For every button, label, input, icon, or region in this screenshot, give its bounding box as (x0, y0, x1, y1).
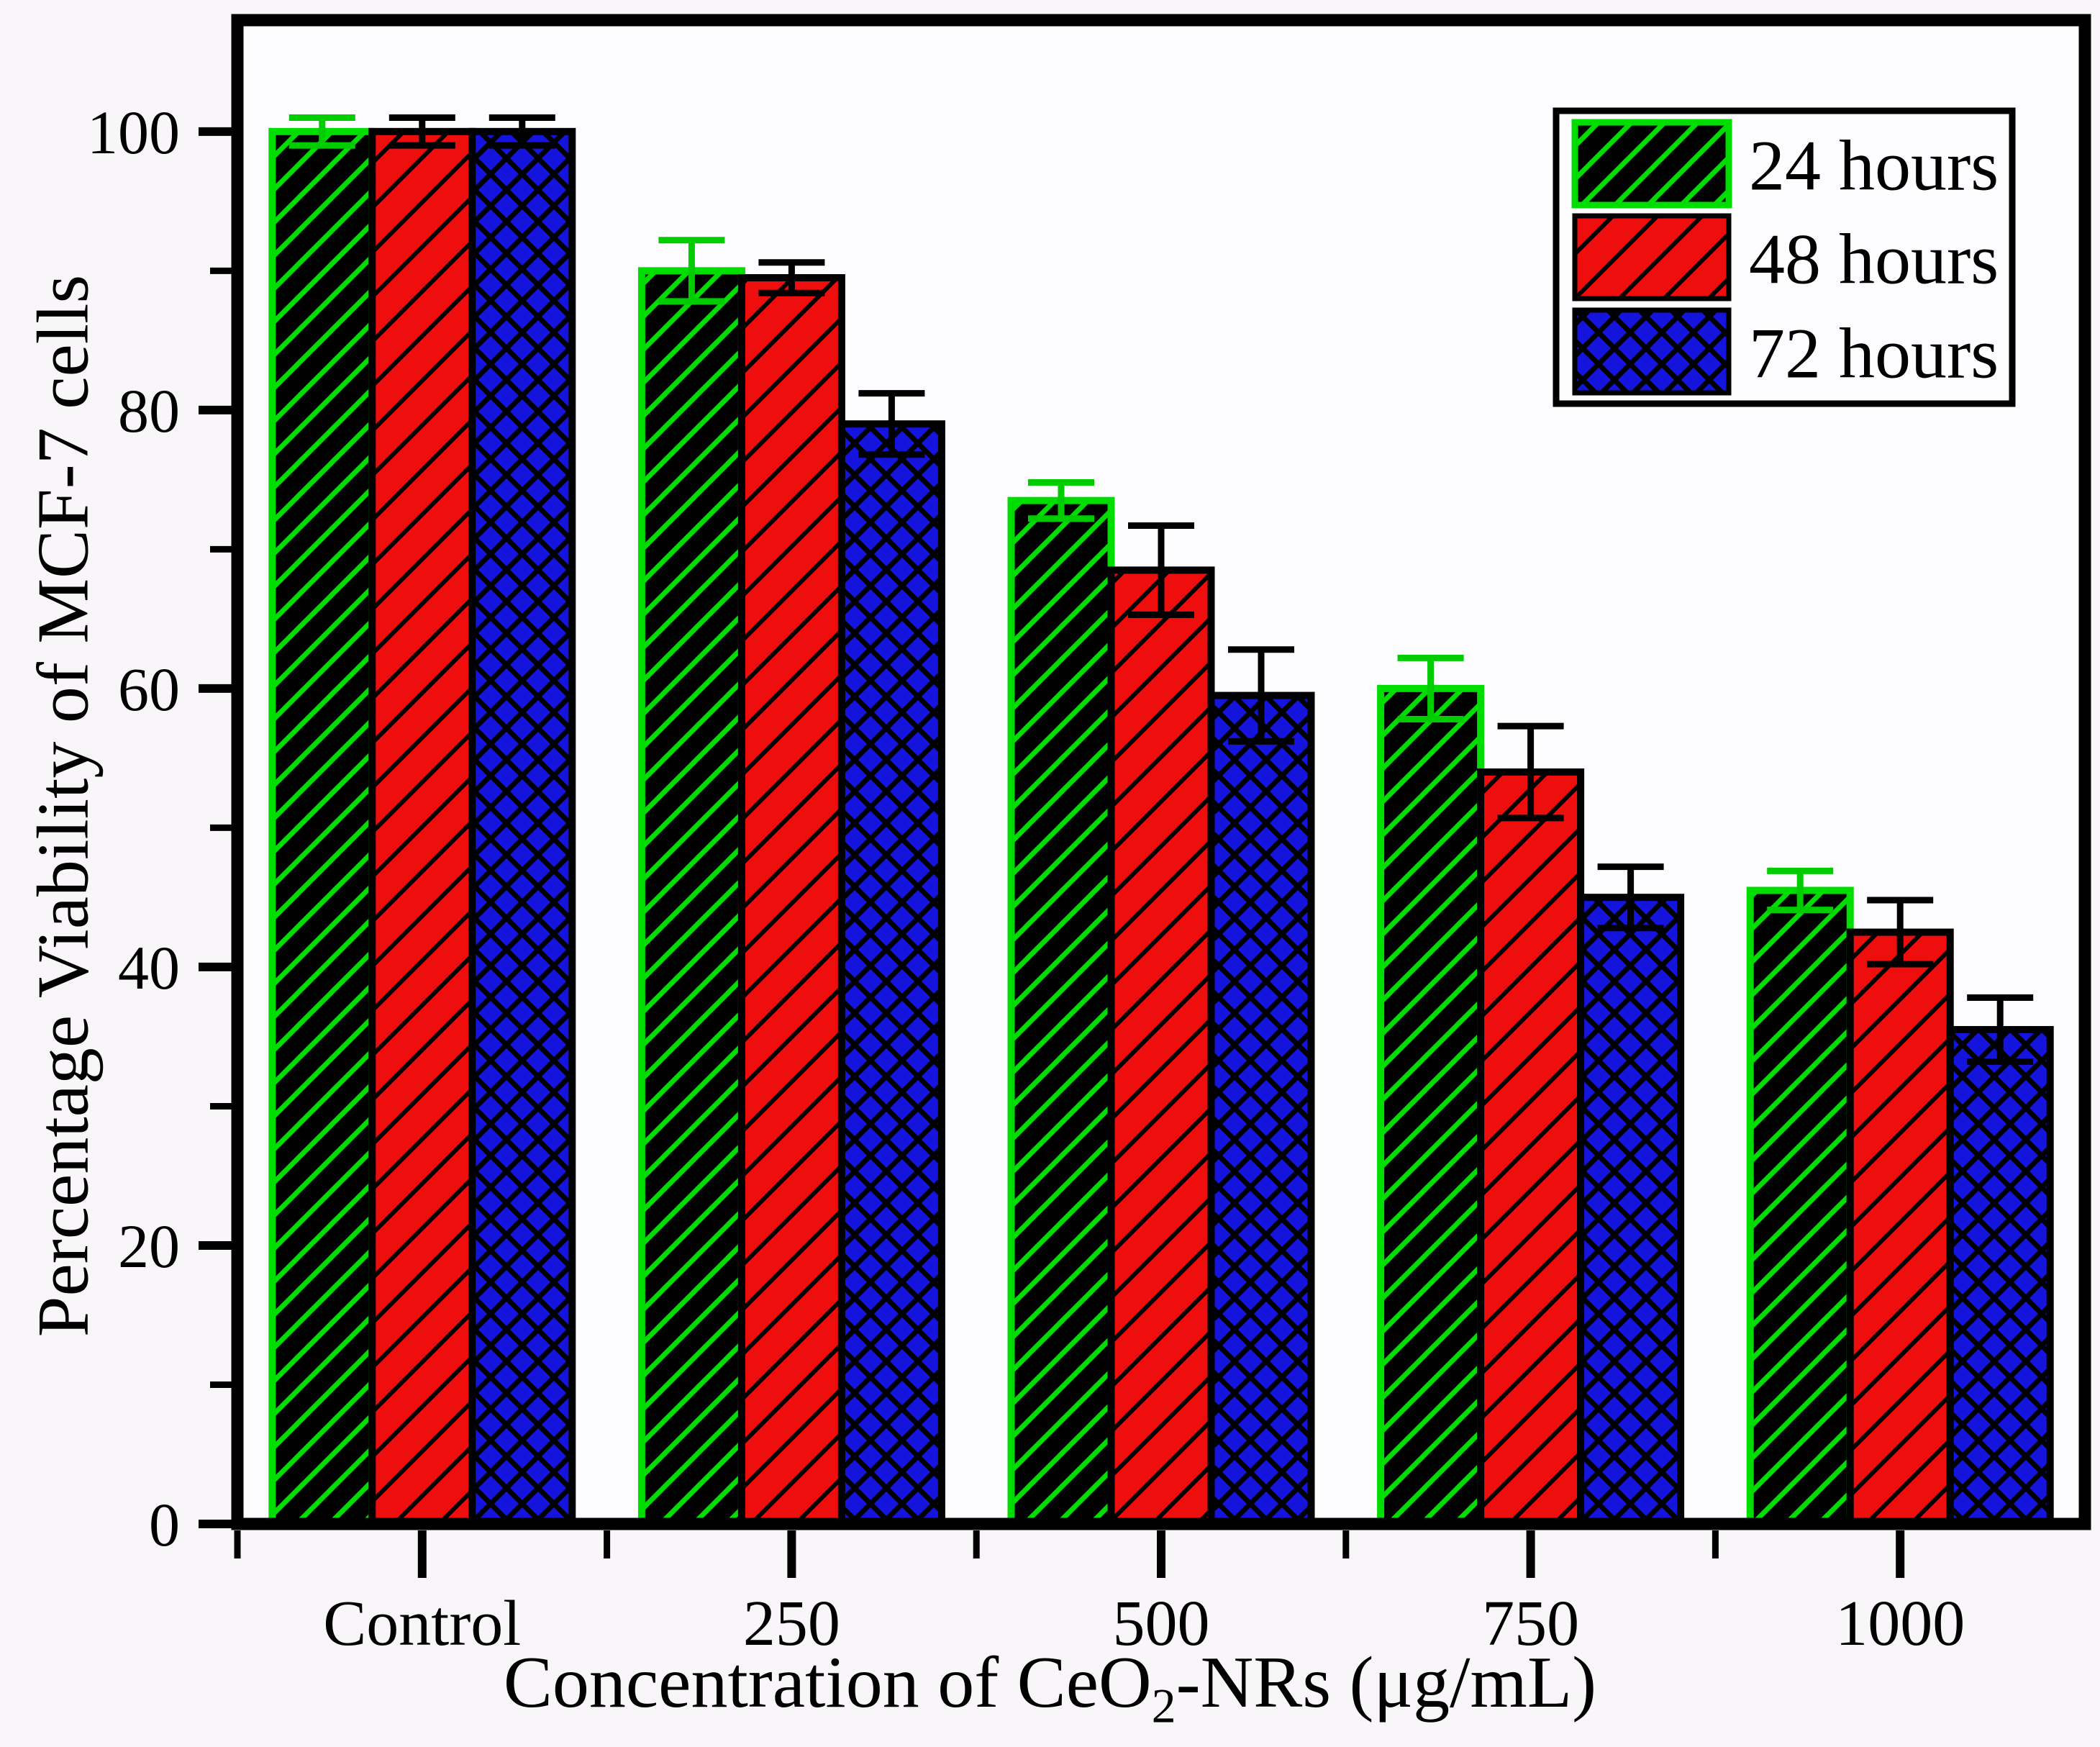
bar-72hours-750-hatch (1581, 897, 1681, 1524)
y-tick-label-80: 80 (118, 376, 180, 445)
x-tick-label-Control: Control (323, 1588, 521, 1659)
legend-item-24hours-swatch-hatch (1575, 122, 1729, 205)
y-tick-label-0: 0 (149, 1490, 180, 1559)
y-tick-label-60: 60 (118, 655, 180, 724)
x-tick-label-250: 250 (743, 1588, 840, 1659)
x-axis-title-subscript: 2 (1151, 1678, 1176, 1733)
bar-72hours-1000-hatch (1950, 1030, 2050, 1524)
legend-item-48hours-swatch-edge (1572, 213, 1732, 301)
legend-item-72hours-swatch-edge (1572, 307, 1732, 396)
legend-item-24hours-label: 24 hours (1749, 126, 1999, 206)
legend-item-24hours-swatch-edge (1571, 119, 1732, 209)
bar-24hours-500-hatch (1011, 500, 1112, 1524)
bar-24hours-Control-hatch (272, 131, 373, 1524)
bar-72hours-250-hatch (841, 424, 942, 1525)
bar-24hours-250-hatch (641, 271, 742, 1524)
y-tick-label-20: 20 (118, 1212, 180, 1281)
legend-item-48hours-label: 48 hours (1749, 219, 1999, 299)
bar-24hours-750-hatch (1381, 688, 1481, 1524)
bar-72hours-Control-hatch (472, 131, 573, 1524)
x-tick-label-1000: 1000 (1835, 1588, 1965, 1659)
legend-item-48hours-swatch-hatch (1575, 216, 1729, 299)
y-tick-label-40: 40 (118, 933, 180, 1002)
x-tick-label-750: 750 (1482, 1588, 1579, 1659)
bar-48hours-750-hatch (1481, 772, 1581, 1524)
bar-48hours-500-hatch (1111, 570, 1212, 1524)
x-axis-title: Concentration of CeO2-NRs (μg/mL) (0, 1641, 2100, 1734)
x-axis-title-prefix: Concentration of CeO (503, 1642, 1152, 1723)
x-axis-title-suffix: -NRs (μg/mL) (1176, 1642, 1597, 1723)
bar-72hours-500-hatch (1211, 695, 1312, 1524)
legend-item-72hours-swatch-hatch (1575, 310, 1729, 393)
bar-48hours-250-hatch (741, 278, 842, 1524)
bar-48hours-1000-hatch (1850, 932, 1950, 1524)
bar-48hours-Control-hatch (372, 131, 473, 1524)
y-tick-label-100: 100 (87, 98, 180, 167)
legend-item-72hours-label: 72 hours (1749, 314, 1999, 394)
x-tick-label-500: 500 (1113, 1588, 1210, 1659)
bar-24hours-1000-hatch (1750, 890, 1850, 1524)
y-axis-title: Percentage Viability of MCF-7 cells (22, 274, 104, 1338)
plot-frame (231, 14, 2091, 1530)
